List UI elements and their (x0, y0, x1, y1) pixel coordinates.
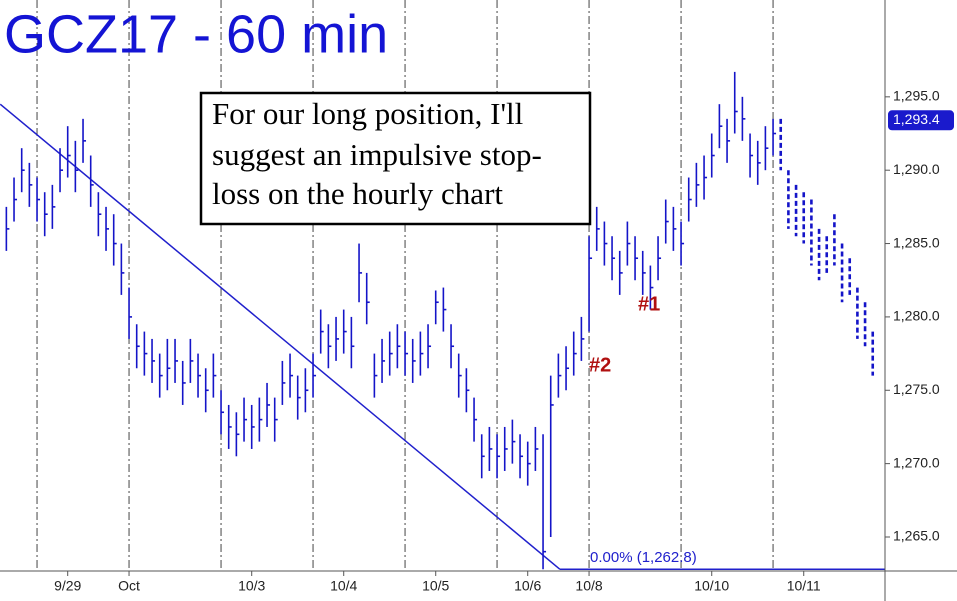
x-tick-label: 10/8 (575, 578, 602, 594)
x-tick-label: 10/11 (787, 578, 821, 594)
trendline (0, 103, 561, 570)
y-tick-label: 1,290.0 (893, 161, 940, 177)
last-price-tag (888, 110, 954, 131)
x-tick-label: 10/10 (694, 578, 729, 594)
note-line: suggest an impulsive stop- (212, 137, 542, 172)
chart-title: GCZ17 - 60 min (4, 4, 388, 64)
y-tick-label: 1,265.0 (893, 528, 940, 544)
plot-area (0, 0, 885, 571)
x-tick-label: 10/6 (514, 578, 541, 594)
y-tick-label: 1,295.0 (893, 88, 940, 104)
x-tick-label: 9/29 (54, 578, 81, 594)
y-tick-label: 1,285.0 (893, 234, 940, 250)
note-line: loss on the hourly chart (212, 176, 503, 211)
x-tick-label: 10/3 (238, 578, 265, 594)
y-tick-label: 1,270.0 (893, 454, 940, 470)
x-tick-label: 10/5 (422, 578, 449, 594)
level-label: 0.00% (1,262.8) (590, 549, 697, 566)
annotation: #2 (589, 354, 611, 376)
y-tick-label: 1,275.0 (893, 381, 940, 397)
note-line: For our long position, I'll (212, 96, 523, 131)
y-tick-label: 1,280.0 (893, 308, 940, 324)
note-box (199, 91, 592, 226)
x-tick-label: Oct (118, 578, 140, 594)
annotation: #1 (638, 293, 660, 315)
x-tick-label: 10/4 (330, 578, 357, 594)
last-price-label: 1,293.4 (893, 111, 940, 127)
